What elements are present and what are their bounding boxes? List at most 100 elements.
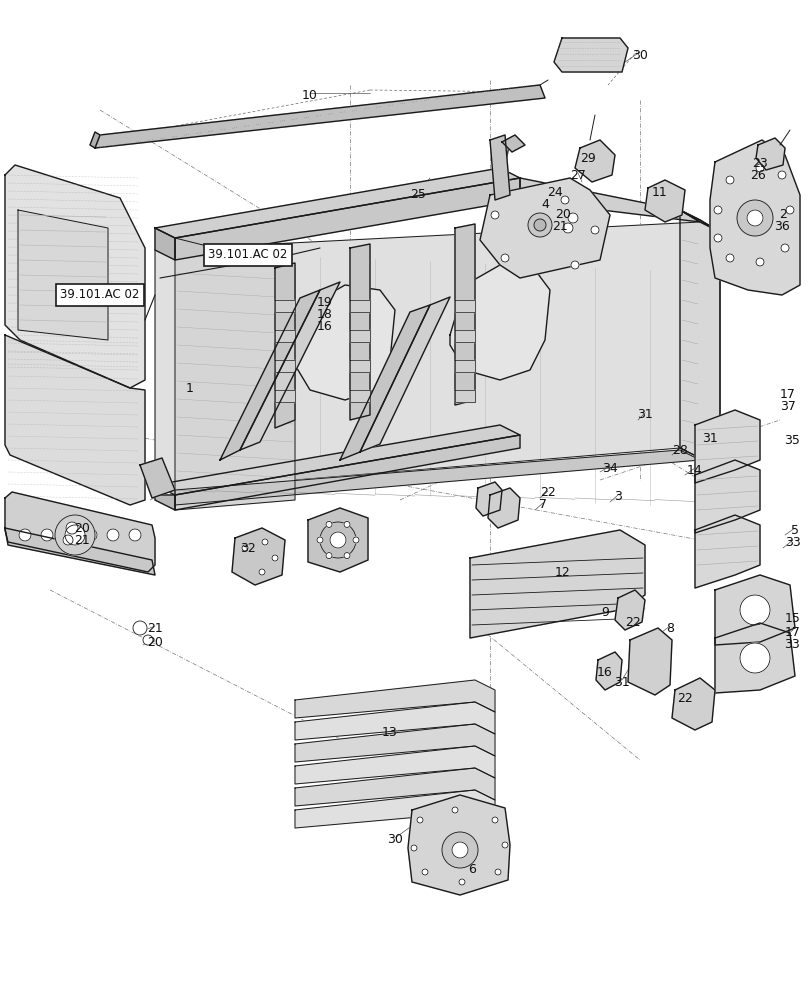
Text: 4: 4 <box>540 198 548 212</box>
Text: 28: 28 <box>672 444 687 456</box>
Polygon shape <box>350 300 370 312</box>
Text: 10: 10 <box>302 89 318 102</box>
Circle shape <box>320 522 355 558</box>
Polygon shape <box>5 335 145 505</box>
Text: 17: 17 <box>784 626 800 639</box>
Text: 20: 20 <box>555 209 570 222</box>
Text: 21: 21 <box>551 221 567 233</box>
Polygon shape <box>350 360 370 372</box>
Text: 39.101.AC 02: 39.101.AC 02 <box>208 248 287 261</box>
Circle shape <box>725 176 733 184</box>
Polygon shape <box>449 265 549 380</box>
Polygon shape <box>275 263 294 428</box>
Text: 22: 22 <box>539 487 556 499</box>
Polygon shape <box>574 140 614 182</box>
Circle shape <box>725 254 733 262</box>
Polygon shape <box>275 390 294 402</box>
Polygon shape <box>454 224 474 405</box>
Circle shape <box>129 529 141 541</box>
Polygon shape <box>294 768 495 806</box>
Circle shape <box>66 522 78 534</box>
Polygon shape <box>18 210 108 340</box>
Text: 15: 15 <box>784 611 800 624</box>
Polygon shape <box>232 528 285 585</box>
Circle shape <box>325 553 332 559</box>
Circle shape <box>417 817 423 823</box>
Circle shape <box>410 845 417 851</box>
Polygon shape <box>755 138 784 170</box>
Polygon shape <box>294 746 495 784</box>
Circle shape <box>85 529 97 541</box>
Circle shape <box>55 515 95 555</box>
Text: 17: 17 <box>779 388 795 401</box>
Text: 24: 24 <box>547 186 562 198</box>
Circle shape <box>713 234 721 242</box>
Text: 12: 12 <box>555 566 570 578</box>
Circle shape <box>458 879 465 885</box>
Polygon shape <box>519 178 699 222</box>
Polygon shape <box>175 178 519 260</box>
Circle shape <box>739 643 769 673</box>
Text: 33: 33 <box>783 639 799 652</box>
Text: 5: 5 <box>790 524 798 536</box>
Circle shape <box>590 226 599 234</box>
Circle shape <box>41 529 53 541</box>
Circle shape <box>785 206 793 214</box>
Circle shape <box>534 219 545 231</box>
Text: 31: 31 <box>702 432 717 444</box>
Polygon shape <box>470 530 644 638</box>
Circle shape <box>780 244 788 252</box>
Circle shape <box>316 537 323 543</box>
Polygon shape <box>294 790 495 828</box>
Circle shape <box>242 545 247 551</box>
Text: 7: 7 <box>539 498 547 512</box>
Circle shape <box>495 869 500 875</box>
Polygon shape <box>614 590 644 630</box>
Text: 22: 22 <box>676 692 692 704</box>
Text: 30: 30 <box>387 833 402 846</box>
Text: 11: 11 <box>651 186 667 200</box>
Circle shape <box>133 621 147 635</box>
Polygon shape <box>340 305 430 460</box>
Text: 36: 36 <box>773 221 789 233</box>
Polygon shape <box>275 300 294 312</box>
Circle shape <box>713 206 721 214</box>
Polygon shape <box>627 628 672 695</box>
Polygon shape <box>714 623 794 693</box>
Circle shape <box>527 213 551 237</box>
Text: 13: 13 <box>382 726 397 740</box>
Polygon shape <box>475 482 501 516</box>
Circle shape <box>422 869 427 875</box>
Polygon shape <box>175 435 519 510</box>
Polygon shape <box>294 702 495 740</box>
Polygon shape <box>672 678 714 730</box>
Polygon shape <box>294 285 394 400</box>
Text: 20: 20 <box>147 637 163 650</box>
Text: 2: 2 <box>778 209 786 222</box>
Polygon shape <box>489 135 509 200</box>
Text: 19: 19 <box>317 296 333 310</box>
Text: 39.101.AC 02: 39.101.AC 02 <box>60 288 139 302</box>
Circle shape <box>329 532 345 548</box>
Polygon shape <box>5 165 145 388</box>
Text: 32: 32 <box>240 542 255 554</box>
Polygon shape <box>553 38 627 72</box>
Polygon shape <box>709 140 799 295</box>
Circle shape <box>452 807 457 813</box>
Polygon shape <box>155 495 175 510</box>
Circle shape <box>325 521 332 527</box>
Polygon shape <box>95 85 544 148</box>
Polygon shape <box>294 680 495 718</box>
Text: 34: 34 <box>602 462 617 475</box>
Circle shape <box>755 258 763 266</box>
Circle shape <box>755 164 763 172</box>
Circle shape <box>272 555 277 561</box>
Polygon shape <box>454 330 474 342</box>
Polygon shape <box>501 135 525 152</box>
Text: 20: 20 <box>74 522 90 534</box>
Text: 33: 33 <box>784 536 800 548</box>
Polygon shape <box>275 330 294 342</box>
Text: 8: 8 <box>665 621 673 635</box>
Polygon shape <box>487 488 519 528</box>
Circle shape <box>63 529 75 541</box>
